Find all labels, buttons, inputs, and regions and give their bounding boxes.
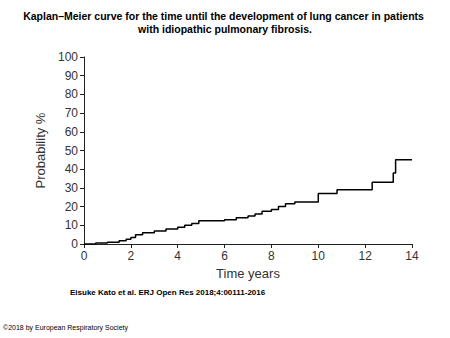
svg-text:40: 40 bbox=[65, 162, 79, 176]
svg-text:50: 50 bbox=[65, 144, 79, 158]
svg-text:20: 20 bbox=[65, 200, 79, 214]
svg-text:12: 12 bbox=[358, 249, 372, 263]
svg-text:10: 10 bbox=[65, 218, 79, 232]
svg-text:2: 2 bbox=[128, 249, 135, 263]
svg-text:Eisuke Kato et al. ERJ Open Re: Eisuke Kato et al. ERJ Open Res 2018;4:0… bbox=[70, 288, 266, 297]
svg-text:8: 8 bbox=[268, 249, 275, 263]
svg-text:6: 6 bbox=[221, 249, 228, 263]
svg-text:100: 100 bbox=[58, 50, 78, 64]
svg-text:14: 14 bbox=[405, 249, 419, 263]
svg-text:10: 10 bbox=[312, 249, 326, 263]
svg-text:30: 30 bbox=[65, 181, 79, 195]
svg-text:Kaplan–Meier curve for the tim: Kaplan–Meier curve for the time until th… bbox=[23, 10, 427, 22]
svg-text:4: 4 bbox=[174, 249, 181, 263]
svg-text:70: 70 bbox=[65, 106, 79, 120]
svg-text:Time years: Time years bbox=[216, 266, 280, 281]
svg-text:90: 90 bbox=[65, 69, 79, 83]
svg-text:Probability %: Probability % bbox=[33, 112, 48, 188]
svg-text:0: 0 bbox=[81, 249, 88, 263]
svg-text:60: 60 bbox=[65, 125, 79, 139]
svg-text:©2018 by European Respiratory: ©2018 by European Respiratory Society bbox=[3, 324, 129, 332]
svg-text:0: 0 bbox=[71, 237, 78, 251]
svg-text:with idiopathic pulmonary fibr: with idiopathic pulmonary fibrosis. bbox=[137, 23, 312, 35]
svg-text:80: 80 bbox=[65, 87, 79, 101]
